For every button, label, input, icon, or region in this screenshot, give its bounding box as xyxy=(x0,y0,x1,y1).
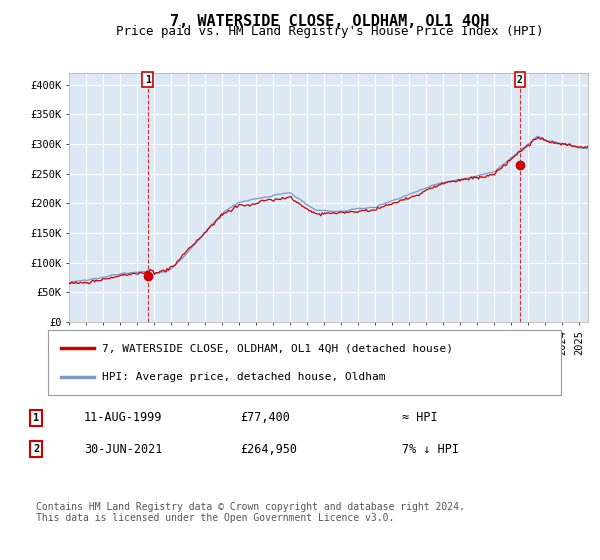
Text: ≈ HPI: ≈ HPI xyxy=(402,411,437,424)
Text: £77,400: £77,400 xyxy=(240,411,290,424)
Text: HPI: Average price, detached house, Oldham: HPI: Average price, detached house, Oldh… xyxy=(102,372,385,382)
Text: 2: 2 xyxy=(33,444,39,454)
Text: Price paid vs. HM Land Registry's House Price Index (HPI): Price paid vs. HM Land Registry's House … xyxy=(116,25,544,38)
Text: £264,950: £264,950 xyxy=(240,442,297,456)
Text: 2: 2 xyxy=(517,75,523,85)
Text: 7, WATERSIDE CLOSE, OLDHAM, OL1 4QH (detached house): 7, WATERSIDE CLOSE, OLDHAM, OL1 4QH (det… xyxy=(102,343,453,353)
Text: 30-JUN-2021: 30-JUN-2021 xyxy=(84,442,163,456)
Text: Contains HM Land Registry data © Crown copyright and database right 2024.
This d: Contains HM Land Registry data © Crown c… xyxy=(36,502,465,523)
Text: 7, WATERSIDE CLOSE, OLDHAM, OL1 4QH: 7, WATERSIDE CLOSE, OLDHAM, OL1 4QH xyxy=(170,14,490,29)
Text: 1: 1 xyxy=(33,413,39,423)
Text: 11-AUG-1999: 11-AUG-1999 xyxy=(84,411,163,424)
Text: 7% ↓ HPI: 7% ↓ HPI xyxy=(402,442,459,456)
Text: 1: 1 xyxy=(145,75,151,85)
